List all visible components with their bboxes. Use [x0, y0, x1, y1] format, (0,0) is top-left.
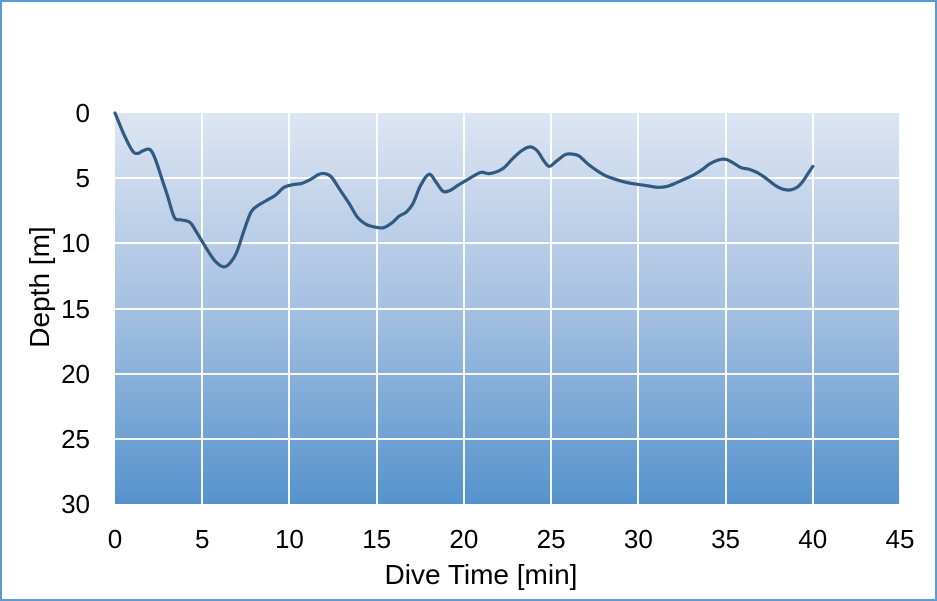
y-tick-label: 15 [61, 293, 90, 324]
x-tick-label: 10 [274, 524, 304, 554]
x-tick-label: 15 [362, 524, 392, 554]
y-tick-label: 30 [61, 489, 90, 519]
gridline-horizontal [115, 372, 900, 375]
x-tick-label: 25 [536, 524, 566, 554]
x-tick-label: 5 [194, 524, 210, 554]
x-tick-label: 40 [798, 524, 828, 554]
plot-area [113, 111, 901, 504]
x-axis-tick-labels: 0 5 10 15 20 25 30 35 40 45 [108, 504, 915, 564]
gridline-horizontal [115, 437, 900, 440]
y-tick-label: 25 [61, 423, 90, 454]
gridline-vertical [899, 113, 901, 504]
x-tick-label: 20 [449, 524, 479, 554]
x-axis-title: Dive Time [min] [384, 559, 578, 590]
y-tick-label: 5 [75, 163, 90, 194]
y-tick-label: 0 [75, 98, 90, 128]
x-tick-label: 30 [623, 524, 653, 554]
y-tick-label: 10 [61, 228, 90, 259]
gridline-horizontal [115, 177, 900, 180]
x-tick-label: 35 [711, 524, 741, 554]
dive-profile-line [113, 111, 815, 269]
depth-series-path [113, 111, 815, 269]
y-axis-tick-labels: 0 5 10 15 20 25 30 [2, 100, 102, 517]
y-tick-label: 20 [61, 358, 90, 389]
y-axis-title: Depth [m] [24, 226, 55, 348]
x-tick-label: 0 [107, 524, 123, 554]
gridline-horizontal [115, 307, 900, 310]
x-tick-label: 45 [885, 524, 915, 554]
gridline-horizontal [115, 242, 900, 245]
